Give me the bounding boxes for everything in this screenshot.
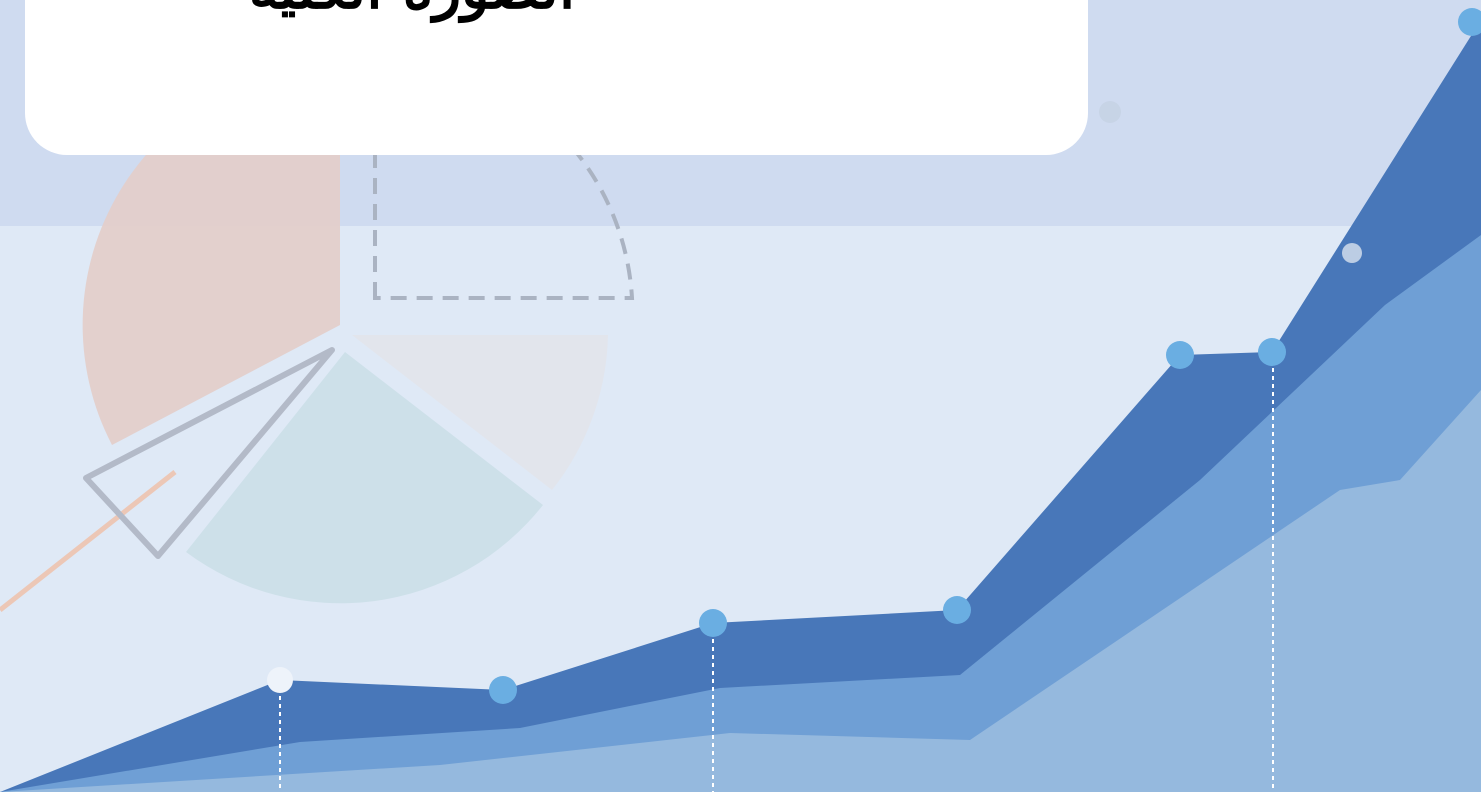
decor-dot <box>1099 101 1121 123</box>
point <box>489 676 517 704</box>
decor-dot <box>1342 243 1362 263</box>
point <box>1166 341 1194 369</box>
illustration: الصورة الكلية <box>0 0 1481 792</box>
point <box>1258 338 1286 366</box>
point <box>267 667 293 693</box>
title-card <box>25 0 1088 155</box>
page: {"header": {"title": "الصورة الكلية"}} ا… <box>0 0 1481 792</box>
point <box>699 609 727 637</box>
title: الصورة الكلية <box>249 0 575 24</box>
point <box>943 596 971 624</box>
